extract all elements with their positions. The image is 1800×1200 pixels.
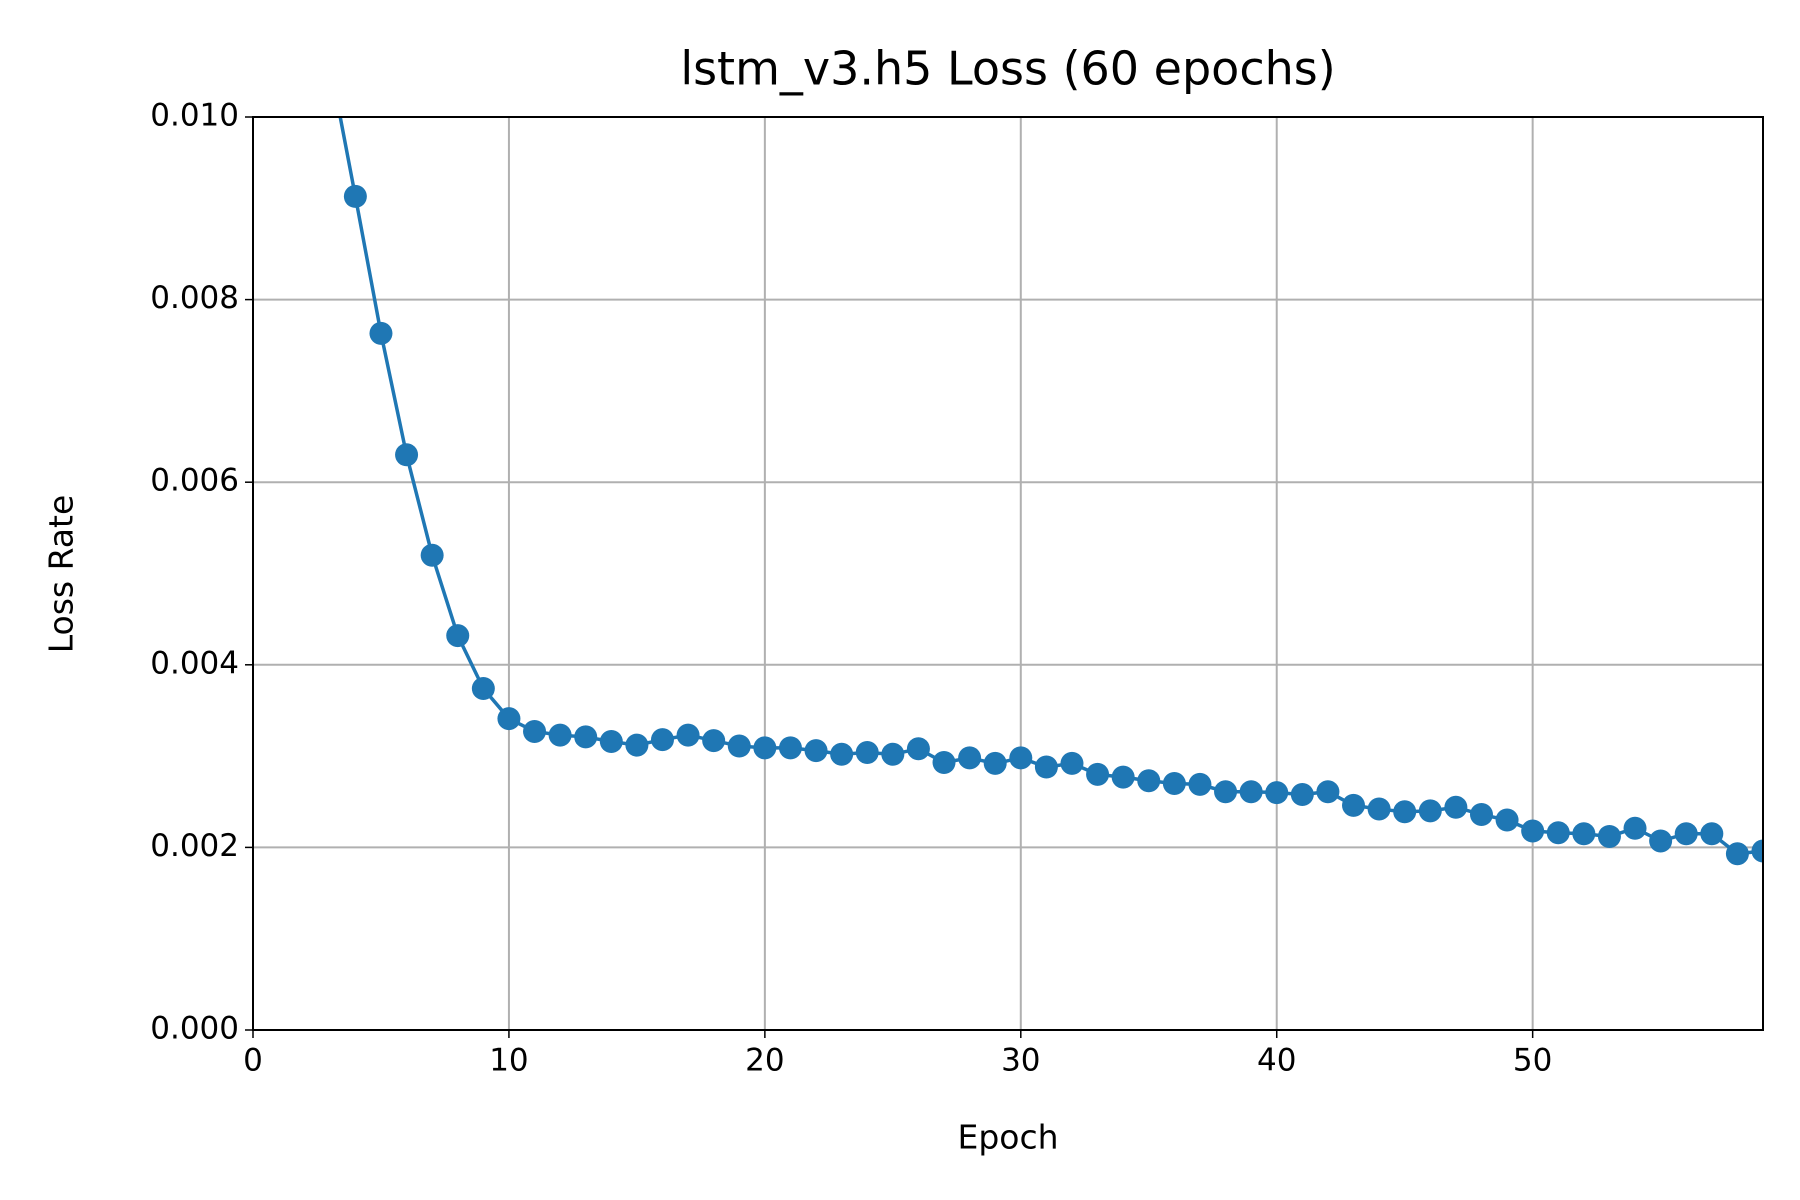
plot-area <box>318 51 1763 866</box>
y-tick-label: 0.006 <box>150 463 239 499</box>
marker <box>778 736 802 760</box>
marker <box>599 729 623 753</box>
marker <box>1367 797 1391 821</box>
marker <box>574 725 598 749</box>
y-tick-label: 0.000 <box>150 1011 239 1047</box>
marker <box>420 543 444 567</box>
marker <box>983 751 1007 775</box>
marker <box>1444 795 1468 819</box>
marker <box>1572 822 1596 846</box>
marker <box>523 719 547 743</box>
marker <box>650 728 674 752</box>
x-axis-label: Epoch <box>957 1118 1058 1157</box>
marker <box>906 737 930 761</box>
x-tick-label: 40 <box>1257 1043 1296 1079</box>
marker <box>369 321 393 345</box>
x-tick-label: 10 <box>489 1043 528 1079</box>
x-tick-label: 0 <box>243 1043 263 1079</box>
marker <box>1674 822 1698 846</box>
marker <box>1521 819 1545 843</box>
marker <box>1214 780 1238 804</box>
marker <box>753 736 777 760</box>
marker <box>1342 793 1366 817</box>
marker <box>471 677 495 701</box>
marker <box>1597 824 1621 848</box>
marker <box>395 443 419 467</box>
marker <box>318 51 341 74</box>
marker <box>1086 762 1110 786</box>
marker <box>932 750 956 774</box>
marker <box>1393 800 1417 824</box>
marker <box>804 739 828 763</box>
marker <box>1290 782 1314 806</box>
y-tick-label: 0.010 <box>150 98 239 134</box>
axes-frame <box>252 116 1764 1031</box>
marker <box>1188 772 1212 796</box>
marker <box>1469 803 1493 827</box>
x-tick-label: 30 <box>1001 1043 1040 1079</box>
marker <box>676 723 700 747</box>
y-tick-label: 0.002 <box>150 828 239 864</box>
x-tick-label: 20 <box>745 1043 784 1079</box>
marker <box>1265 781 1289 805</box>
y-tick-label: 0.004 <box>150 645 239 681</box>
marker <box>1162 771 1186 795</box>
marker <box>1623 816 1647 840</box>
marker <box>1060 751 1084 775</box>
marker <box>1009 746 1033 770</box>
marker <box>1546 821 1570 845</box>
marker <box>1649 829 1673 853</box>
marker <box>343 184 367 208</box>
marker <box>855 740 879 764</box>
marker <box>1034 755 1058 779</box>
marker <box>625 733 649 757</box>
marker <box>1239 780 1263 804</box>
y-axis-label: Loss Rate <box>42 495 81 654</box>
marker <box>446 624 470 648</box>
chart-title: lstm_v3.h5 Loss (60 epochs) <box>680 42 1335 96</box>
marker <box>1418 799 1442 823</box>
marker <box>1137 769 1161 793</box>
marker <box>830 742 854 766</box>
marker <box>702 729 726 753</box>
marker <box>1316 780 1340 804</box>
marker <box>1700 822 1724 846</box>
y-tick-label: 0.008 <box>150 280 239 316</box>
marker <box>727 734 751 758</box>
x-tick-label: 50 <box>1513 1043 1552 1079</box>
marker <box>1751 839 1763 863</box>
marker <box>548 723 572 747</box>
marker <box>1495 808 1519 832</box>
marker <box>1111 765 1135 789</box>
marker <box>1725 842 1749 866</box>
marker <box>881 742 905 766</box>
marker <box>958 746 982 770</box>
marker <box>497 707 521 731</box>
